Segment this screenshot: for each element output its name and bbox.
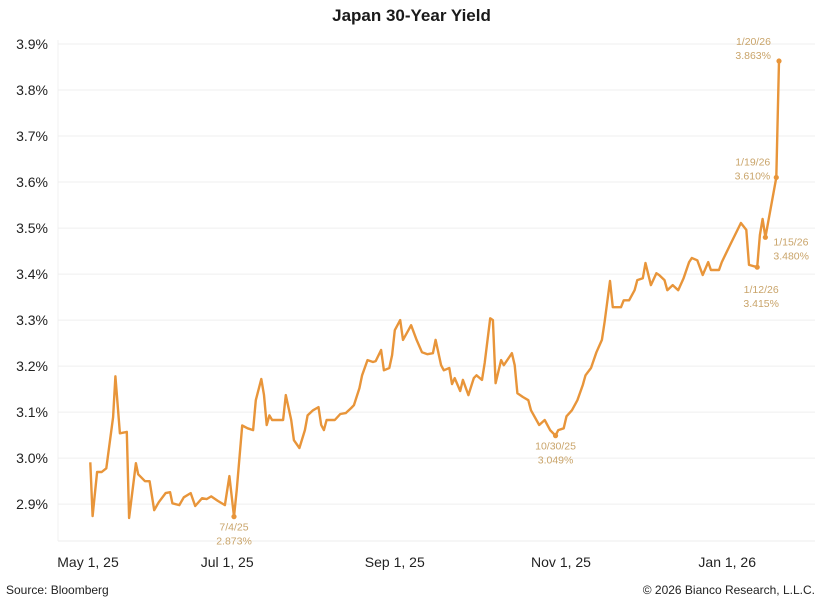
annotation-date: 1/19/26 — [735, 156, 770, 168]
source-note: Source: Bloomberg — [6, 583, 109, 597]
y-tick-label: 2.9% — [16, 496, 48, 512]
y-tick-label: 3.6% — [16, 174, 48, 190]
annotation-marker — [776, 58, 782, 64]
y-axis: 2.9% 3.0% 3.1% 3.2% 3.3% 3.4% 3.5% 3.6% 3.7% 3.8%… — [16, 36, 48, 512]
y-tick-label: 3.9% — [16, 36, 48, 52]
annotation-value: 3.863% — [735, 50, 771, 62]
x-tick-label: May 1, 25 — [57, 554, 119, 570]
gridlines — [57, 40, 815, 542]
y-tick-label: 3.1% — [16, 404, 48, 420]
annotation-value: 3.415% — [743, 298, 779, 310]
annotation-date: 1/12/26 — [744, 284, 779, 296]
x-axis: May 1, 25 Jul 1, 25 Sep 1, 25 Nov 1, 25 Jan … — [57, 554, 756, 570]
annotation-marker — [552, 433, 559, 439]
annotation-value: 3.049% — [538, 455, 574, 467]
y-tick-label: 3.0% — [16, 450, 48, 466]
annotation-date: 10/30/25 — [535, 441, 576, 453]
y-tick-label: 3.5% — [16, 220, 48, 236]
annotation-marker — [231, 514, 237, 520]
annotation-marker — [762, 234, 768, 240]
annotation-date: 7/4/25 — [219, 522, 248, 534]
x-tick-label: Sep 1, 25 — [365, 554, 425, 570]
annotations: 7/4/25 2.873% 10/30/25 3.049% 1/12/26 3.415% 1… — [216, 36, 809, 548]
y-tick-label: 3.2% — [16, 358, 48, 374]
plot-area — [89, 60, 781, 520]
series-line — [89, 60, 781, 520]
x-tick-label: Nov 1, 25 — [531, 554, 591, 570]
copyright-note: © 2026 Bianco Research, L.L.C. — [642, 583, 815, 597]
annotation-value: 3.610% — [735, 170, 771, 182]
y-tick-label: 3.4% — [16, 266, 48, 282]
x-tick-label: Jan 1, 26 — [698, 554, 756, 570]
chart-title: Japan 30-Year Yield — [332, 6, 491, 25]
x-tick-label: Jul 1, 25 — [201, 554, 254, 570]
y-tick-label: 3.7% — [16, 128, 48, 144]
y-tick-label: 3.3% — [16, 312, 48, 328]
annotation-marker — [754, 264, 760, 270]
annotation-value: 2.873% — [216, 536, 252, 548]
annotation-marker — [773, 174, 779, 181]
annotation-value: 3.480% — [773, 250, 809, 262]
annotation-date: 1/20/26 — [736, 36, 771, 48]
annotation-date: 1/15/26 — [773, 236, 808, 248]
y-tick-label: 3.8% — [16, 82, 48, 98]
